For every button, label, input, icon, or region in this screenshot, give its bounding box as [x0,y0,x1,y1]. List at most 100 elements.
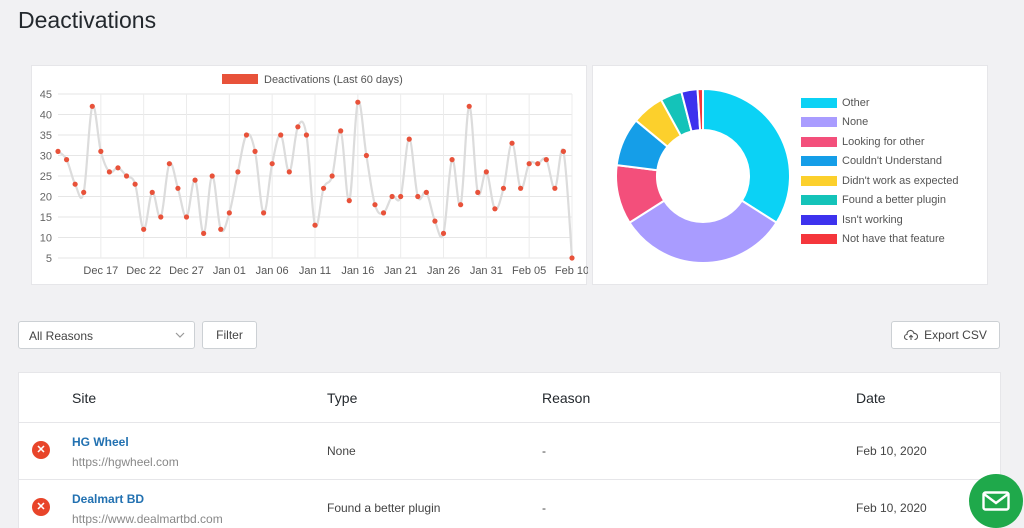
legend-swatch [801,214,837,225]
data-point [475,189,481,195]
legend-label: Couldn't Understand [842,155,942,168]
data-point [55,148,61,154]
data-point [303,132,310,138]
data-point [158,214,164,220]
y-tick-label: 45 [40,89,52,101]
data-point [81,189,87,195]
data-point [235,169,241,175]
data-point [269,161,275,167]
data-point [552,185,558,191]
date-cell: Feb 10, 2020 [856,501,927,515]
chat-button[interactable] [969,474,1023,528]
data-point [63,157,70,163]
legend-swatch [801,175,837,186]
legend-label: None [842,116,869,129]
data-point [132,181,138,187]
data-point [500,185,507,191]
y-tick-label: 15 [40,212,52,224]
data-point [89,103,95,109]
legend-swatch [801,234,837,245]
reason-select-value: All Reasons [29,329,94,343]
data-point [149,189,155,195]
legend-item[interactable]: Couldn't Understand [801,152,958,172]
legend-swatch [222,74,258,84]
data-point [201,230,207,236]
y-tick-label: 40 [40,110,52,122]
mail-icon [982,491,1010,511]
data-point [192,177,198,183]
deactivations-table: Site Type Reason Date ✕ HG Wheel https:/… [18,372,1001,528]
data-point [440,230,447,236]
data-point [380,210,387,216]
column-header-reason[interactable]: Reason [542,390,591,406]
site-name-link[interactable]: HG Wheel [72,435,129,449]
site-name-link[interactable]: Dealmart BD [72,492,145,506]
x-tick-label: Jan 01 [213,265,246,277]
site-url: https://www.dealmartbd.com [72,512,223,526]
column-header-date[interactable]: Date [856,390,886,406]
pie-slice [628,199,778,264]
legend-swatch [801,97,837,108]
pie-slice [696,87,704,132]
x-tick-label: Jan 31 [470,265,503,277]
data-point [363,152,369,159]
legend-item[interactable]: Not have that feature [801,230,958,250]
data-point [372,202,378,208]
date-cell: Feb 10, 2020 [856,444,927,458]
data-point [338,128,344,134]
legend-swatch [801,136,837,147]
data-point [569,255,575,261]
table-header: Site Type Reason Date [19,373,1000,423]
legend-label: Not have that feature [842,233,945,246]
data-point [295,124,301,130]
data-point [509,140,515,146]
line-chart: Deactivations (Last 60 days) 5 10 15 20 25 30 3… [40,74,588,277]
data-point [449,157,455,163]
site-url: https://hgwheel.com [72,455,179,469]
legend-item[interactable]: Didn't work as expected [801,171,958,191]
x-tick-label: Jan 21 [384,265,417,277]
y-tick-label: 30 [40,151,52,163]
y-tick-label: 35 [40,130,52,142]
type-cell: Found a better plugin [327,501,441,515]
data-point [218,226,224,232]
close-icon[interactable]: ✕ [32,498,50,516]
data-point [406,136,412,142]
donut-legend: Other None Looking for other Couldn't Under… [801,93,958,249]
data-point [389,193,395,200]
table-row: ✕ HG Wheel https://hgwheel.com None - Fe… [19,423,1000,480]
y-tick-label: 25 [40,171,52,183]
legend-swatch [801,195,837,206]
reason-select[interactable]: All Reasons [18,321,195,349]
data-point [312,222,318,228]
legend-label: Other [842,96,870,109]
data-point [483,169,489,175]
column-header-site[interactable]: Site [72,390,97,406]
table-row: ✕ Dealmart BD https://www.dealmartbd.com… [19,480,1000,528]
data-point [415,193,421,200]
data-point [518,185,524,191]
legend-item[interactable]: Isn't working [801,210,958,230]
data-point [261,210,267,216]
x-tick-label: Dec 17 [83,265,118,277]
data-point [166,161,172,167]
legend-item[interactable]: Found a better plugin [801,191,958,211]
close-icon[interactable]: ✕ [32,441,50,459]
y-tick-label: 5 [46,253,52,265]
chevron-down-icon [175,332,185,338]
reason-cell: - [542,444,546,458]
legend-swatch [801,117,837,128]
x-tick-label: Dec 27 [169,265,204,277]
export-csv-button[interactable]: Export CSV [891,321,1000,349]
donut-chart [615,87,791,264]
legend-item[interactable]: Other [801,93,958,113]
data-point [543,157,549,163]
legend-item[interactable]: Looking for other [801,132,958,152]
column-header-type[interactable]: Type [327,390,358,406]
legend-item[interactable]: None [801,113,958,133]
data-point [252,148,258,154]
x-tick-label: Dec 22 [126,265,161,277]
filter-button-label: Filter [216,328,243,342]
filter-button[interactable]: Filter [202,321,257,349]
data-point [175,185,181,191]
